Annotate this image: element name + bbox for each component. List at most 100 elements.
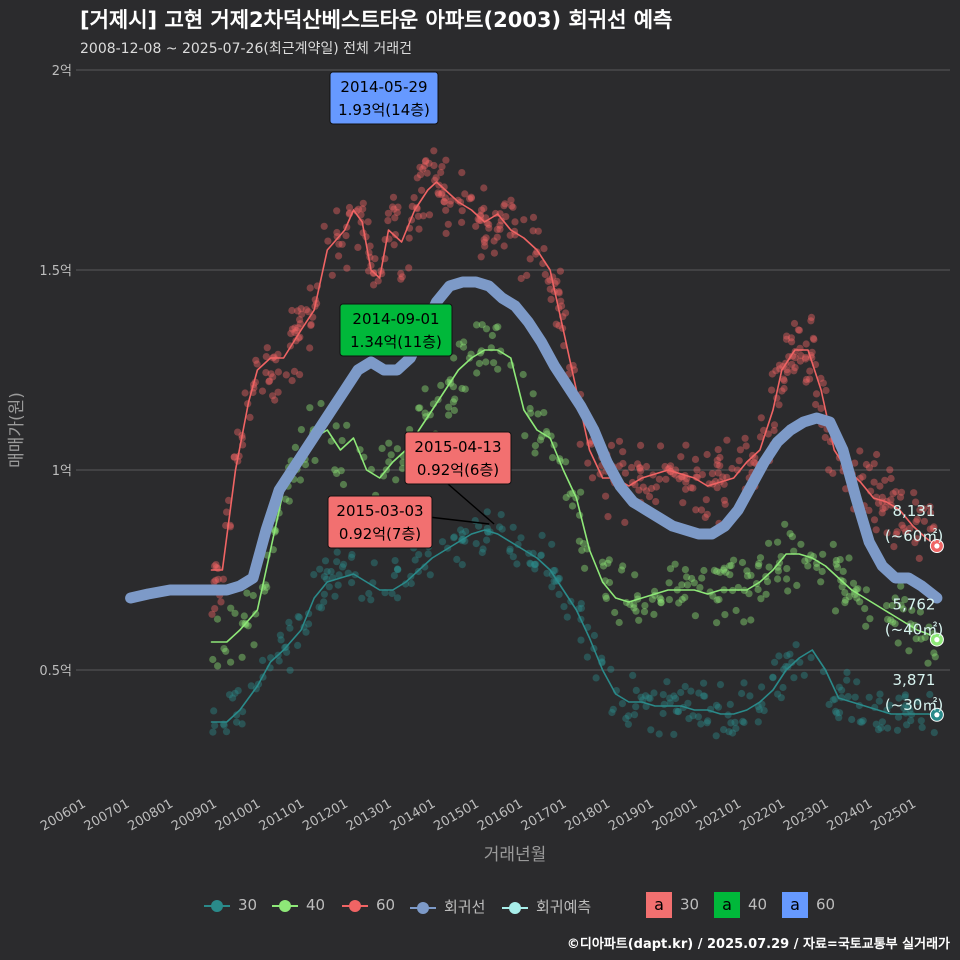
scatter-point-60 bbox=[703, 510, 711, 518]
scatter-point-60 bbox=[335, 240, 343, 248]
scatter-point-60 bbox=[913, 515, 921, 524]
scatter-point-60 bbox=[619, 448, 627, 456]
scatter-point-60 bbox=[926, 503, 934, 511]
scatter-point-60 bbox=[466, 195, 474, 203]
scatter-point-30 bbox=[475, 522, 483, 530]
scatter-point-40 bbox=[416, 404, 424, 412]
scatter-point-40 bbox=[819, 550, 827, 558]
scatter-point-40 bbox=[884, 615, 892, 624]
scatter-point-60 bbox=[225, 496, 233, 504]
scatter-point-40 bbox=[263, 583, 271, 591]
scatter-point-40 bbox=[599, 562, 608, 570]
scatter-point-30 bbox=[347, 553, 356, 561]
scatter-point-30 bbox=[478, 548, 486, 557]
scatter-point-60 bbox=[906, 524, 914, 533]
scatter-point-40 bbox=[743, 572, 752, 580]
chart-title: [거제시] 고현 거제2차덕산베스트타운 아파트(2003) 회귀선 예측 bbox=[80, 8, 673, 32]
scatter-point-30 bbox=[472, 540, 480, 548]
scatter-point-30 bbox=[211, 721, 219, 730]
scatter-point-60 bbox=[390, 241, 398, 249]
scatter-point-40 bbox=[540, 409, 548, 417]
scatter-point-30 bbox=[334, 581, 342, 589]
scatter-point-60 bbox=[476, 212, 484, 220]
scatter-point-60 bbox=[211, 562, 219, 570]
scatter-point-40 bbox=[531, 442, 540, 450]
scatter-point-60 bbox=[817, 374, 825, 382]
scatter-point-60 bbox=[485, 224, 493, 232]
scatter-point-40 bbox=[713, 596, 721, 604]
scatter-point-60 bbox=[210, 578, 218, 586]
y-tick-label-3: 2억 bbox=[52, 64, 72, 79]
scatter-point-30 bbox=[316, 565, 324, 573]
legend-item-40: 40 bbox=[272, 896, 325, 914]
scatter-point-60 bbox=[887, 496, 895, 504]
scatter-point-30 bbox=[348, 579, 356, 587]
scatter-point-60 bbox=[388, 203, 397, 211]
scatter-point-40 bbox=[817, 578, 825, 586]
regression-line bbox=[125, 276, 943, 604]
series-line-40 bbox=[210, 349, 938, 643]
scatter-point-60 bbox=[576, 440, 584, 448]
scatter-point-60 bbox=[419, 212, 427, 220]
scatter-point-60 bbox=[806, 375, 814, 383]
scatter-point-60 bbox=[636, 463, 644, 472]
scatter-point-60 bbox=[477, 253, 485, 261]
scatter-point-60 bbox=[420, 162, 429, 170]
scatter-point-30 bbox=[426, 571, 434, 579]
scatter-point-40 bbox=[757, 595, 765, 603]
scatter-point-40 bbox=[783, 565, 791, 573]
series-lines bbox=[125, 181, 943, 723]
x-tick-label-8: 201401 bbox=[388, 796, 438, 834]
scatter-point-30 bbox=[450, 534, 458, 542]
scatter-point-60 bbox=[493, 233, 501, 241]
scatter-point-60 bbox=[458, 169, 466, 177]
scatter-point-60 bbox=[785, 353, 793, 361]
scatter-point-60 bbox=[208, 610, 216, 618]
scatter-point-30 bbox=[790, 674, 798, 682]
scatter-point-40 bbox=[337, 467, 345, 475]
scatter-point-40 bbox=[536, 436, 545, 444]
scatter-point-60 bbox=[879, 505, 887, 513]
scatter-point-60 bbox=[288, 306, 296, 315]
scatter-point-60 bbox=[298, 310, 306, 318]
scatter-point-60 bbox=[679, 499, 687, 507]
scatter-point-30 bbox=[655, 730, 663, 738]
scatter-point-60 bbox=[703, 450, 711, 459]
scatter-point-60 bbox=[890, 543, 898, 551]
scatter-point-40 bbox=[912, 635, 920, 643]
scatter-point-30 bbox=[825, 700, 833, 709]
scatter-point-30 bbox=[758, 683, 766, 691]
scatter-point-60 bbox=[265, 377, 274, 385]
scatter-point-40 bbox=[862, 622, 870, 630]
scatter-point-40 bbox=[446, 376, 454, 384]
scatter-point-60 bbox=[501, 200, 509, 208]
x-tick-label-5: 201101 bbox=[257, 796, 307, 834]
scatter-point-60 bbox=[662, 475, 670, 483]
scatter-point-40 bbox=[836, 556, 844, 564]
scatter-point-30 bbox=[760, 707, 768, 715]
scatter-point-60 bbox=[900, 524, 908, 532]
scatter-point-40 bbox=[343, 421, 351, 429]
scatter-point-40 bbox=[630, 604, 638, 612]
scatter-point-60 bbox=[713, 456, 721, 464]
scatter-point-30 bbox=[659, 709, 667, 718]
scatter-point-30 bbox=[543, 569, 551, 577]
x-tick-label-1: 200701 bbox=[82, 796, 132, 834]
scatter-point-30 bbox=[689, 712, 697, 720]
scatter-point-40 bbox=[755, 560, 763, 568]
scatter-point-30 bbox=[903, 721, 911, 729]
scatter-point-30 bbox=[283, 648, 291, 656]
scatter-point-30 bbox=[703, 719, 711, 727]
scatter-point-60 bbox=[829, 469, 837, 477]
scatter-point-30 bbox=[495, 523, 504, 531]
scatter-point-60 bbox=[425, 211, 434, 219]
scatter-point-40 bbox=[626, 600, 634, 609]
scatter-point-60 bbox=[253, 360, 261, 368]
scatter-point-40 bbox=[482, 358, 490, 366]
scatter-point-60 bbox=[927, 509, 935, 517]
scatter-point-30 bbox=[365, 589, 373, 598]
scatter-point-60 bbox=[812, 400, 820, 409]
scatter-point-60 bbox=[912, 498, 920, 506]
scatter-point-60 bbox=[425, 159, 433, 167]
scatter-point-40 bbox=[562, 493, 570, 502]
